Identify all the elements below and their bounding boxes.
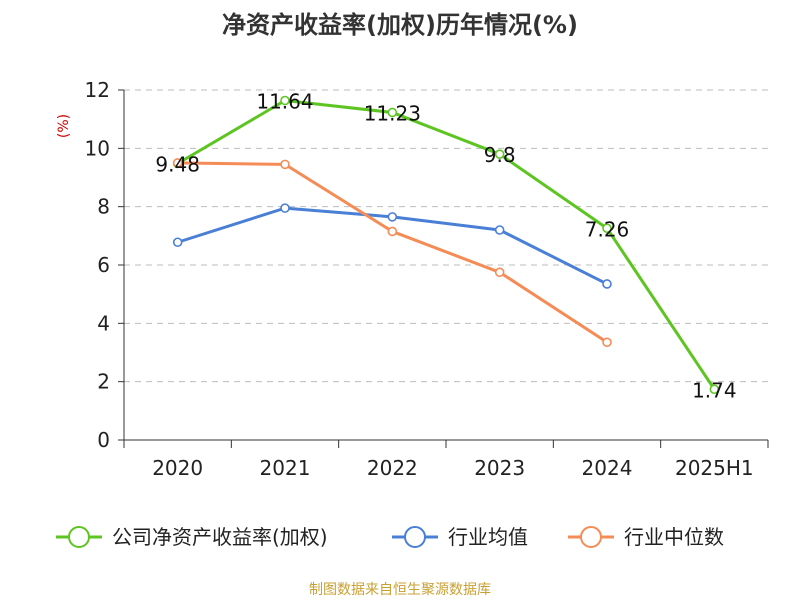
y-tick-label: 6 [97,253,110,277]
legend-marker [404,526,426,548]
data-point [387,107,398,118]
data-label: 11.64 [256,90,313,114]
legend: 公司净资产收益率(加权) 行业均值 行业中位数 [56,525,724,549]
legend-label: 公司净资产收益率(加权) [112,525,328,549]
legend-marker [580,526,602,548]
x-tick-label: 2025H1 [675,456,754,480]
data-point [602,223,612,234]
data-label: 1.74 [692,378,737,402]
data-label: 7.26 [585,217,630,241]
legend-label: 行业中位数 [624,525,724,549]
series-line-0 [176,99,716,391]
y-tick-label: 0 [97,428,110,452]
data-labels: 9.48 11.64 11.23 9.8 7.26 1.74 [155,90,736,403]
y-tick-label: 4 [97,311,110,335]
data-point [709,384,720,395]
data-label: 9.8 [484,143,516,167]
y-tick-labels: 0 2 4 6 8 10 12 [85,78,110,452]
y-tick-label: 12 [85,78,110,102]
chart-title: 净资产收益率(加权)历年情况(%) [222,11,578,39]
data-point [280,95,290,106]
data-point [280,159,290,170]
data-point [280,203,290,213]
data-point [172,158,183,168]
x-tick-label: 2022 [367,456,418,480]
data-point [494,149,505,159]
x-tick-labels: 2020 2021 2022 2023 2024 2025H1 [152,456,753,480]
x-tick-label: 2023 [474,456,525,480]
data-label: 11.23 [364,101,421,125]
data-point [494,225,505,235]
data-point [494,267,505,278]
legend-marker [68,526,90,548]
y-tick-label: 2 [97,370,110,394]
y-tick-label: 8 [97,195,110,219]
grid-lines [124,89,768,383]
series-group [172,95,720,395]
y-tick-label: 10 [85,136,110,160]
data-point [602,337,612,348]
axes [118,89,769,448]
x-tick-label: 2020 [152,456,203,480]
data-point [602,279,612,289]
data-label: 9.48 [155,153,200,177]
source-note: 制图数据来自恒生聚源数据库 [309,582,491,598]
legend-label: 行业均值 [448,525,528,549]
data-point [387,212,398,222]
data-point [387,226,398,237]
y-axis-label: (%) [56,114,72,138]
x-tick-label: 2024 [582,456,633,480]
data-point [172,237,183,248]
x-tick-label: 2021 [260,456,311,480]
